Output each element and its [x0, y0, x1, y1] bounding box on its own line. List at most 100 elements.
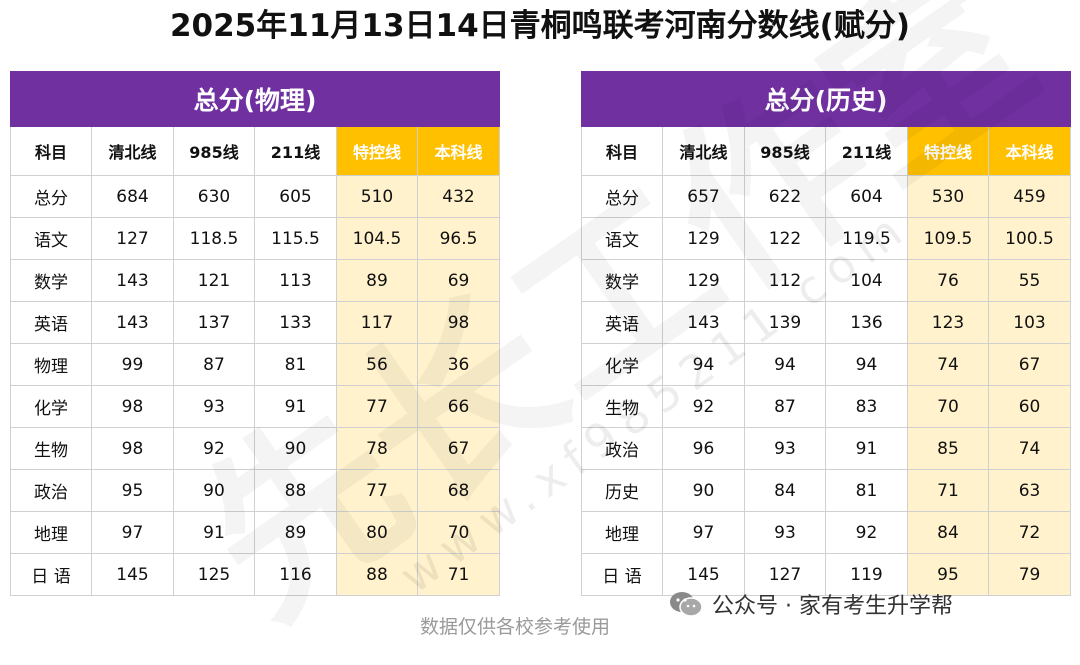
score-cell: 104	[825, 259, 908, 302]
score-cell: 77	[336, 385, 418, 428]
table-row: 语文 127 118.5 115.5 104.5 96.5	[10, 217, 501, 260]
column-header: 清北线	[662, 126, 745, 176]
table-row: 英语 143 137 133 117 98	[10, 301, 501, 344]
score-cell: 56	[336, 343, 418, 386]
score-cell: 95	[91, 469, 174, 512]
score-cell: 63	[987, 469, 1072, 512]
score-cell: 90	[254, 427, 337, 470]
score-cell: 459	[987, 175, 1072, 218]
score-cell: 630	[173, 175, 255, 218]
score-cell: 92	[173, 427, 255, 470]
table-body: 科目 清北线 985线 211线 特控线 本科线 总分 684 630 605 510 432 语文 12…	[10, 126, 501, 596]
score-cell: 143	[91, 301, 174, 344]
score-cell: 83	[825, 385, 908, 428]
score-cell: 109.5	[907, 217, 989, 260]
subject-cell: 语文	[581, 217, 663, 260]
score-cell: 94	[825, 343, 908, 386]
table-row: 政治 95 90 88 77 68	[10, 469, 501, 512]
score-cell: 72	[987, 511, 1072, 554]
score-cell: 123	[907, 301, 989, 344]
score-cell: 55	[987, 259, 1072, 302]
score-cell: 98	[91, 385, 174, 428]
wechat-icon	[670, 592, 703, 617]
table-row: 总分 684 630 605 510 432	[10, 175, 501, 218]
table-row: 政治 96 93 91 85 74	[581, 427, 1072, 470]
score-cell: 88	[336, 553, 418, 596]
score-cell: 125	[173, 553, 255, 596]
subject-cell: 数学	[10, 259, 92, 302]
subject-cell: 总分	[10, 175, 92, 218]
score-cell: 116	[254, 553, 337, 596]
score-cell: 93	[744, 511, 826, 554]
subject-cell: 地理	[10, 511, 92, 554]
score-cell: 115.5	[254, 217, 337, 260]
score-cell: 84	[744, 469, 826, 512]
score-cell: 79	[987, 553, 1072, 596]
score-cell: 97	[662, 511, 745, 554]
score-cell: 60	[987, 385, 1072, 428]
score-cell: 113	[254, 259, 337, 302]
score-cell: 103	[987, 301, 1072, 344]
score-cell: 90	[662, 469, 745, 512]
subject-cell: 化学	[10, 385, 92, 428]
footer-note: 数据仅供各校参考使用	[420, 616, 611, 638]
score-cell: 77	[336, 469, 418, 512]
score-cell: 119	[825, 553, 908, 596]
subject-cell: 总分	[581, 175, 663, 218]
score-cell: 622	[744, 175, 826, 218]
subject-cell: 英语	[10, 301, 92, 344]
score-cell: 87	[744, 385, 826, 428]
score-cell: 68	[416, 469, 501, 512]
score-cell: 81	[254, 343, 337, 386]
score-cell: 67	[416, 427, 501, 470]
score-cell: 70	[907, 385, 989, 428]
subject-cell: 政治	[10, 469, 92, 512]
score-cell: 88	[254, 469, 337, 512]
subject-cell: 日 语	[581, 553, 663, 596]
score-cell: 104.5	[336, 217, 418, 260]
score-cell: 143	[662, 301, 745, 344]
column-header: 特控线	[907, 126, 989, 176]
table-row: 日 语 145 125 116 88 71	[10, 553, 501, 596]
column-header: 清北线	[91, 126, 174, 176]
table-header-row: 科目 清北线 985线 211线 特控线 本科线	[581, 126, 1072, 176]
score-cell: 684	[91, 175, 174, 218]
subject-cell: 地理	[581, 511, 663, 554]
column-header: 本科线	[987, 126, 1072, 176]
physics-score-table: 总分(物理) 科目 清北线 985线 211线 特控线 本科线 总分 684 630 605 510…	[9, 71, 501, 596]
score-cell: 96	[662, 427, 745, 470]
score-cell: 117	[336, 301, 418, 344]
table-row: 化学 94 94 94 74 67	[581, 343, 1072, 386]
score-cell: 118.5	[173, 217, 255, 260]
wechat-account-badge: 公众号 · 家有考生升学帮	[668, 588, 953, 620]
score-cell: 93	[744, 427, 826, 470]
subject-cell: 化学	[581, 343, 663, 386]
subject-cell: 政治	[581, 427, 663, 470]
score-cell: 97	[91, 511, 174, 554]
score-cell: 121	[173, 259, 255, 302]
score-cell: 92	[662, 385, 745, 428]
table-row: 地理 97 91 89 80 70	[10, 511, 501, 554]
score-cell: 71	[907, 469, 989, 512]
table-row: 生物 92 87 83 70 60	[581, 385, 1072, 428]
score-cell: 93	[173, 385, 255, 428]
score-cell: 98	[91, 427, 174, 470]
table-row: 地理 97 93 92 84 72	[581, 511, 1072, 554]
score-cell: 91	[825, 427, 908, 470]
subject-cell: 语文	[10, 217, 92, 260]
score-cell: 67	[987, 343, 1072, 386]
score-cell: 530	[907, 175, 989, 218]
score-cell: 80	[336, 511, 418, 554]
score-cell: 95	[907, 553, 989, 596]
table-row: 日 语 145 127 119 95 79	[581, 553, 1072, 596]
score-cell: 112	[744, 259, 826, 302]
score-cell: 85	[907, 427, 989, 470]
score-cell: 76	[907, 259, 989, 302]
score-cell: 69	[416, 259, 501, 302]
history-score-table: 总分(历史) 科目 清北线 985线 211线 特控线 本科线 总分 657 622 604 530…	[580, 71, 1072, 596]
score-cell: 74	[987, 427, 1072, 470]
score-cell: 604	[825, 175, 908, 218]
table-row: 历史 90 84 81 71 63	[581, 469, 1072, 512]
column-header: 特控线	[336, 126, 418, 176]
score-cell: 90	[173, 469, 255, 512]
